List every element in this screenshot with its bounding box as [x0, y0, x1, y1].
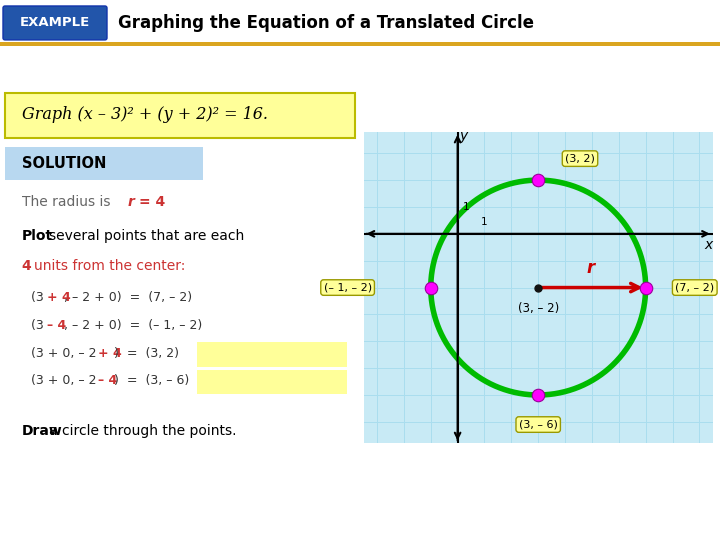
Text: SOLUTION: SOLUTION	[22, 156, 106, 171]
Text: (3 + 0, – 2: (3 + 0, – 2	[30, 347, 100, 360]
Text: r: r	[587, 259, 595, 277]
Text: + 4: + 4	[48, 292, 71, 305]
Text: – 4: – 4	[98, 374, 117, 387]
Bar	[0, 42, 720, 46]
Text: a circle through the points.: a circle through the points.	[49, 424, 236, 438]
Text: Draw: Draw	[22, 424, 63, 438]
FancyBboxPatch shape	[3, 6, 107, 40]
Text: y: y	[459, 129, 468, 143]
Text: 1: 1	[463, 202, 469, 212]
Text: several points that are each: several points that are each	[49, 229, 244, 243]
Text: Plot: Plot	[22, 229, 53, 243]
Text: , – 2 + 0)  =  (– 1, – 2): , – 2 + 0) = (– 1, – 2)	[64, 319, 202, 332]
Text: + 4: + 4	[98, 347, 121, 360]
Text: x: x	[705, 238, 713, 252]
Text: )  =  (3, 2): ) = (3, 2)	[114, 347, 179, 360]
FancyBboxPatch shape	[6, 93, 355, 138]
Text: (– 1, – 2): (– 1, – 2)	[323, 282, 372, 293]
Text: (3, 2): (3, 2)	[565, 153, 595, 164]
Text: 4: 4	[22, 259, 32, 273]
Text: EXAMPLE: EXAMPLE	[20, 16, 90, 30]
Text: (7, – 2): (7, – 2)	[675, 282, 714, 293]
Text: )  =  (3, – 6): ) = (3, – 6)	[114, 374, 189, 387]
Text: Graph (x – 3)² + (y + 2)² = 16.: Graph (x – 3)² + (y + 2)² = 16.	[22, 106, 268, 123]
FancyBboxPatch shape	[6, 147, 204, 180]
FancyBboxPatch shape	[197, 342, 347, 367]
Text: (3, – 6): (3, – 6)	[519, 420, 557, 429]
Text: 1: 1	[481, 217, 487, 227]
Text: units from the center:: units from the center:	[35, 259, 186, 273]
Text: – 4: – 4	[48, 319, 66, 332]
Text: r: r	[128, 194, 135, 208]
Text: The radius is: The radius is	[22, 194, 114, 208]
FancyBboxPatch shape	[197, 369, 347, 394]
Text: (3, – 2): (3, – 2)	[518, 302, 559, 315]
Text: (3: (3	[30, 319, 48, 332]
Text: (3: (3	[30, 292, 48, 305]
Text: (3 + 0, – 2: (3 + 0, – 2	[30, 374, 100, 387]
Text: = 4: = 4	[138, 194, 165, 208]
Text: , – 2 + 0)  =  (7, – 2): , – 2 + 0) = (7, – 2)	[64, 292, 192, 305]
Text: Graphing the Equation of a Translated Circle: Graphing the Equation of a Translated Ci…	[118, 14, 534, 32]
